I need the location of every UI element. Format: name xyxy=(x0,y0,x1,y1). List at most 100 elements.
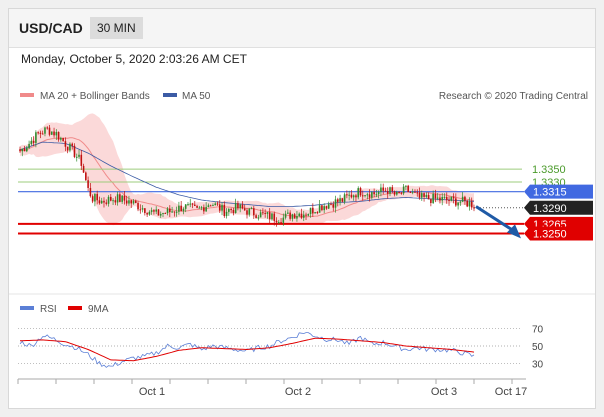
candle-body xyxy=(48,127,51,135)
candle-body xyxy=(255,215,257,219)
candle-body xyxy=(96,193,98,201)
candle-body xyxy=(128,200,130,204)
candle-body xyxy=(287,212,289,214)
candle-body xyxy=(232,209,235,214)
candle-body xyxy=(420,193,423,198)
candle-body xyxy=(100,200,103,204)
candle-body xyxy=(352,195,355,198)
candle-body xyxy=(373,192,375,195)
candle-body xyxy=(212,205,214,207)
candle-body xyxy=(159,213,162,216)
candle-body xyxy=(393,191,396,195)
candle-body xyxy=(35,132,37,143)
pair-title: USD/CAD xyxy=(19,20,83,36)
candle-body xyxy=(243,208,246,211)
bollinger-band-area xyxy=(20,113,474,226)
candle-body xyxy=(470,201,473,208)
rsi-legend-label: RSI xyxy=(40,304,57,315)
candle-body xyxy=(427,195,430,200)
candle-body xyxy=(411,191,414,193)
candle-body xyxy=(264,212,266,214)
candle-body xyxy=(250,208,253,210)
candle-body xyxy=(371,192,373,198)
candle-body xyxy=(228,209,230,212)
candle-body xyxy=(262,212,264,214)
candle-body xyxy=(26,147,28,152)
candle-body xyxy=(400,192,403,194)
candle-body xyxy=(361,195,364,197)
candle-body xyxy=(461,196,464,202)
candle-body xyxy=(364,195,366,197)
candle-body xyxy=(55,131,58,136)
candle-body xyxy=(130,200,133,204)
candle-body xyxy=(200,207,203,209)
candle-body xyxy=(434,193,437,199)
timeframe-button[interactable]: 30 MIN xyxy=(90,17,143,39)
candle-body xyxy=(327,204,330,209)
candle-body xyxy=(396,191,398,195)
candle-body xyxy=(432,193,434,204)
candle-body xyxy=(60,137,62,140)
candle-body xyxy=(132,200,135,204)
candle-body xyxy=(402,186,405,194)
ma50-legend-label: MA 50 xyxy=(182,91,211,102)
candle-body xyxy=(291,214,294,219)
candle-body xyxy=(455,198,457,206)
candle-body xyxy=(375,194,378,196)
candle-body xyxy=(164,212,167,214)
candle-body xyxy=(21,148,24,152)
candle-body xyxy=(298,213,301,217)
rsi-panel: 70 50 30 xyxy=(18,325,544,370)
price-legend: MA 20 + Bollinger Bands MA 50 Research ©… xyxy=(20,91,588,102)
candle-body xyxy=(316,212,319,214)
candle-body xyxy=(409,192,412,194)
candle-body xyxy=(443,196,446,198)
candle-body xyxy=(182,208,185,212)
candle-body xyxy=(221,204,223,211)
level-label-3: 1.3290 xyxy=(533,203,567,215)
candle-body xyxy=(248,208,251,215)
candle-body xyxy=(180,205,182,212)
candle-body xyxy=(85,172,87,181)
candle-body xyxy=(318,205,321,213)
rsi-tick-1: 50 xyxy=(532,342,544,353)
candle-body xyxy=(407,185,409,193)
candle-body xyxy=(425,195,428,197)
ma9-line xyxy=(19,337,475,362)
level-label-0: 1.3350 xyxy=(532,164,566,176)
candle-body xyxy=(178,205,180,212)
candle-body xyxy=(196,205,198,208)
candle-body xyxy=(209,205,212,207)
candles xyxy=(19,124,475,227)
candle-body xyxy=(348,194,350,196)
candle-body xyxy=(275,220,278,223)
candle-body xyxy=(223,204,226,217)
candle-body xyxy=(282,217,285,223)
candle-body xyxy=(173,211,176,213)
candle-body xyxy=(69,143,71,151)
candle-body xyxy=(191,203,194,205)
candle-body xyxy=(103,200,105,203)
candle-body xyxy=(430,199,432,204)
candle-body xyxy=(457,202,459,206)
candle-body xyxy=(321,205,323,211)
candle-body xyxy=(66,146,69,151)
candle-body xyxy=(314,212,316,214)
chart-datetime: Monday, October 5, 2020 2:03:26 AM CET xyxy=(21,52,247,66)
level-label-2: 1.3315 xyxy=(533,187,567,199)
candle-body xyxy=(62,137,64,142)
candle-body xyxy=(330,204,332,206)
candle-body xyxy=(64,141,67,147)
candle-body xyxy=(137,202,139,210)
candle-body xyxy=(44,127,46,134)
candle-body xyxy=(139,209,142,211)
candle-body xyxy=(468,201,471,207)
candle-body xyxy=(273,213,276,221)
candle-body xyxy=(203,207,205,212)
candle-body xyxy=(146,213,148,215)
candle-body xyxy=(405,185,407,187)
candle-body xyxy=(214,203,217,206)
candle-body xyxy=(87,180,89,188)
rsi-tick-2: 30 xyxy=(532,359,544,370)
